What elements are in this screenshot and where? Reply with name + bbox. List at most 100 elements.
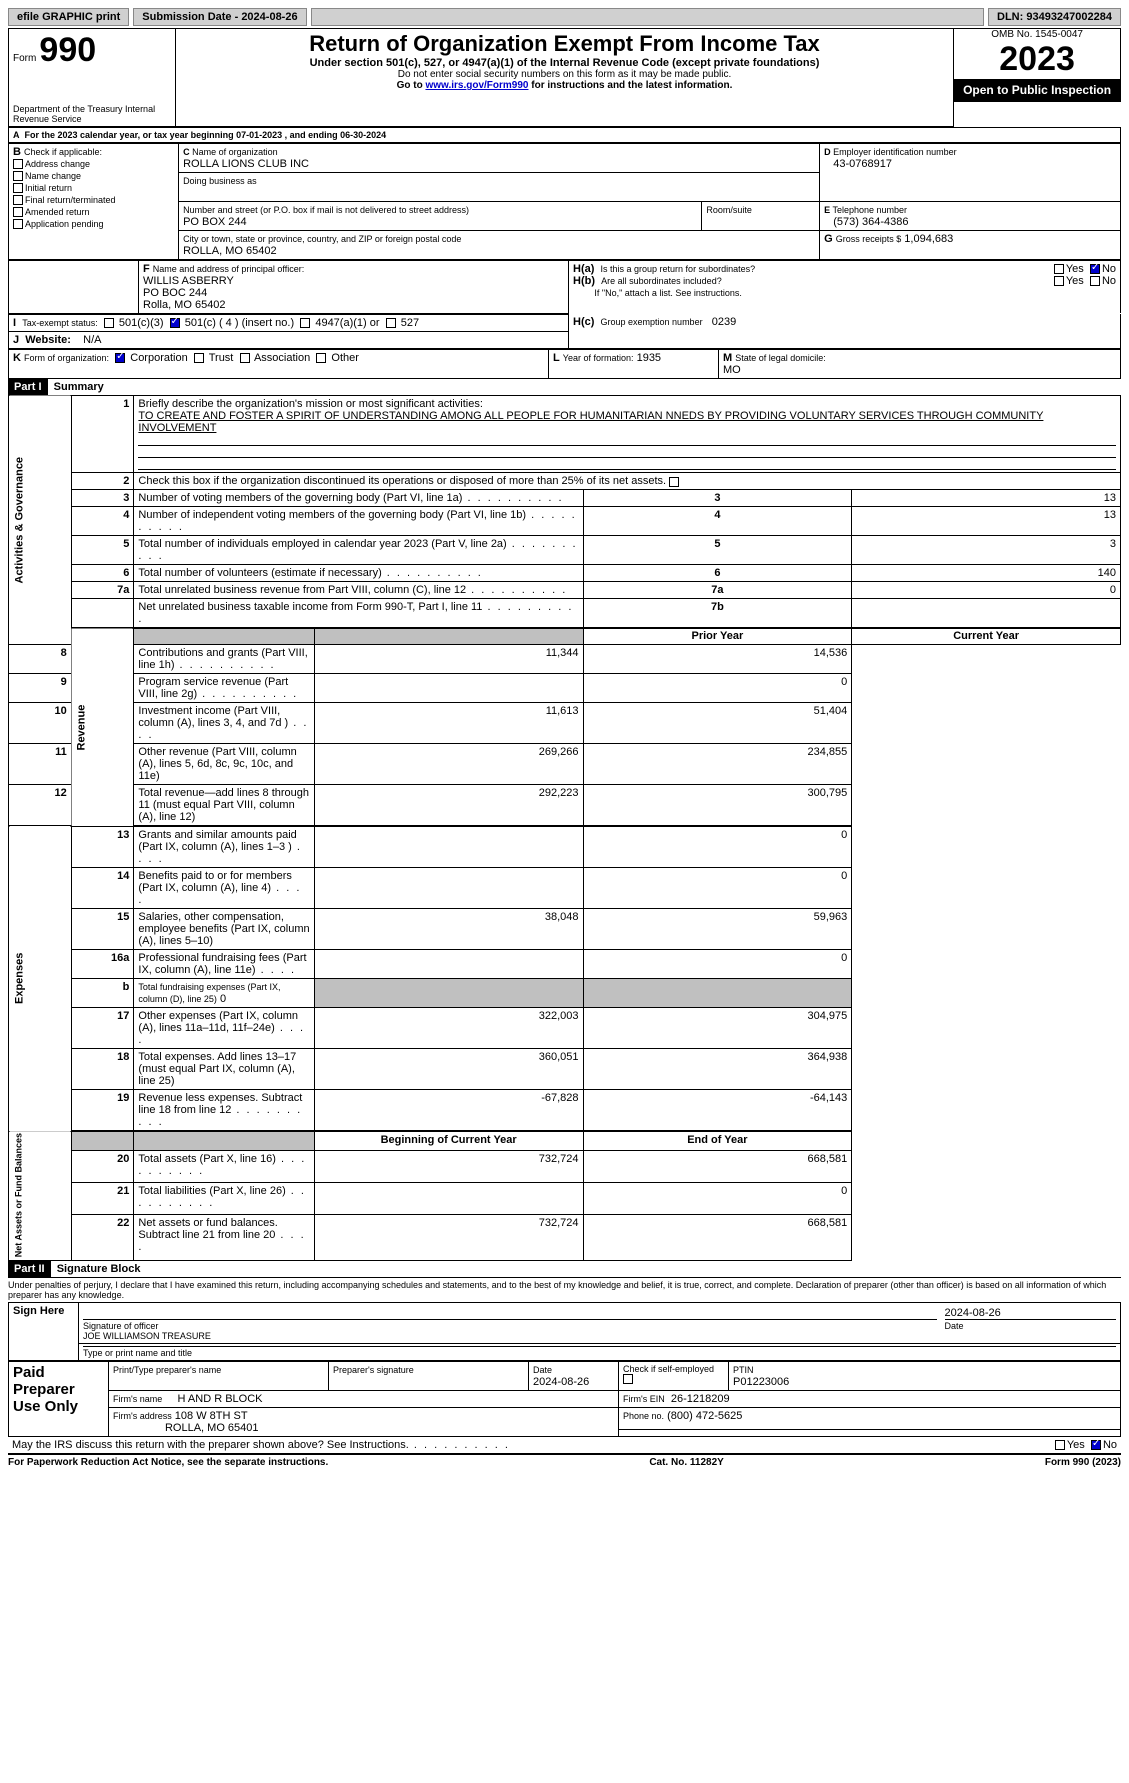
assoc-check[interactable]: [240, 353, 250, 363]
p15: 38,048: [314, 909, 583, 950]
officer-name: WILLIS ASBERRY: [143, 275, 234, 287]
form-note2: Go to www.irs.gov/Form990 for instructio…: [180, 80, 949, 91]
part1-title: Summary: [54, 381, 104, 393]
officer-addr2: Rolla, MO 65402: [143, 299, 226, 311]
tax-year: 2023: [954, 40, 1120, 79]
p22: 732,724: [314, 1215, 583, 1260]
sign-here-label: Sign Here: [9, 1302, 79, 1360]
submission-date: Submission Date - 2024-08-26: [133, 8, 306, 26]
part1-bar: Part I: [8, 379, 48, 395]
year-formation: 1935: [637, 352, 661, 364]
open-to-public: Open to Public Inspection: [954, 79, 1120, 101]
gross-receipts: 1,094,683: [904, 233, 953, 245]
p17: 322,003: [314, 1008, 583, 1049]
c8: 14,536: [583, 645, 852, 674]
irs-link[interactable]: www.irs.gov/Form990: [425, 80, 528, 91]
side-activities: Activities & Governance: [9, 395, 72, 645]
v6: 140: [852, 564, 1121, 581]
v4: 13: [852, 506, 1121, 535]
tax-year-range: For the 2023 calendar year, or tax year …: [25, 130, 387, 140]
discuss-no[interactable]: [1091, 1440, 1101, 1450]
4947-check[interactable]: [300, 318, 310, 328]
initial-return-check[interactable]: [13, 183, 23, 193]
p14: [314, 868, 583, 909]
firm-phone: (800) 472-5625: [667, 1410, 742, 1422]
v7b: [852, 598, 1121, 628]
efile-print-button[interactable]: efile GRAPHIC print: [8, 8, 129, 26]
mission: TO CREATE AND FOSTER A SPIRIT OF UNDERST…: [138, 410, 1043, 434]
part2-bar: Part II: [8, 1261, 51, 1277]
v5: 3: [852, 535, 1121, 564]
501c-check[interactable]: [170, 318, 180, 328]
side-expenses: Expenses: [9, 826, 72, 1131]
p13: [314, 826, 583, 868]
prep-date: 2024-08-26: [533, 1376, 589, 1388]
addr-change-check[interactable]: [13, 159, 23, 169]
c20: 668,581: [583, 1150, 852, 1182]
c12: 300,795: [583, 785, 852, 827]
part1-header: Part I Summary: [8, 379, 1121, 395]
trust-check[interactable]: [194, 353, 204, 363]
p8: 11,344: [314, 645, 583, 674]
org-name: ROLLA LIONS CLUB INC: [183, 158, 309, 170]
p21: [314, 1183, 583, 1215]
beg-year-hdr: Beginning of Current Year: [314, 1131, 583, 1150]
c14: 0: [583, 868, 852, 909]
discontinued-check[interactable]: [669, 477, 679, 487]
form-header: Form 990 Return of Organization Exempt F…: [8, 28, 1121, 127]
amended-check[interactable]: [13, 207, 23, 217]
self-employed-check[interactable]: [623, 1374, 633, 1384]
dln: DLN: 93493247002284: [988, 8, 1121, 26]
corp-check[interactable]: [115, 353, 125, 363]
other-check[interactable]: [316, 353, 326, 363]
firm-addr1: 108 W 8TH ST: [175, 1410, 248, 1422]
p20: 732,724: [314, 1150, 583, 1182]
discuss-yes[interactable]: [1055, 1440, 1065, 1450]
ha-yes[interactable]: [1054, 264, 1064, 274]
section-a: A For the 2023 calendar year, or tax yea…: [8, 127, 1121, 143]
officer-addr1: PO BOC 244: [143, 287, 207, 299]
p16a: [314, 950, 583, 979]
part2-header: Part II Signature Block: [8, 1261, 1121, 1277]
c22: 668,581: [583, 1215, 852, 1260]
527-check[interactable]: [386, 318, 396, 328]
street-address: PO BOX 244: [183, 216, 247, 228]
part2-title: Signature Block: [57, 1263, 141, 1275]
phone: (573) 364-4386: [833, 216, 908, 228]
ptin: P01223006: [733, 1376, 789, 1388]
form-title: Return of Organization Exempt From Incom…: [180, 31, 949, 57]
sections-k-m: K Form of organization: Corporation Trus…: [8, 349, 1121, 379]
v3: 13: [852, 489, 1121, 506]
c21: 0: [583, 1183, 852, 1215]
final-return-check[interactable]: [13, 195, 23, 205]
name-change-check[interactable]: [13, 171, 23, 181]
paid-preparer-block: Paid Preparer Use Only Print/Type prepar…: [8, 1361, 1121, 1437]
sections-b-h: B Check if applicable: Address change Na…: [8, 143, 1121, 260]
section-b: B Check if applicable: Address change Na…: [9, 143, 179, 259]
sections-f-h: F Name and address of principal officer:…: [8, 260, 1121, 314]
form-footer: Form 990 (2023): [1045, 1457, 1121, 1468]
p10: 11,613: [314, 703, 583, 744]
website: N/A: [83, 334, 101, 346]
end-year-hdr: End of Year: [583, 1131, 852, 1150]
omb-number: OMB No. 1545-0047: [954, 29, 1120, 40]
v7a: 0: [852, 581, 1121, 598]
firm-ein: 26-1218209: [671, 1393, 730, 1405]
group-exemption: 0239: [712, 316, 736, 328]
paperwork-notice: For Paperwork Reduction Act Notice, see …: [8, 1457, 328, 1468]
c16a: 0: [583, 950, 852, 979]
side-net-assets: Net Assets or Fund Balances: [9, 1131, 72, 1260]
p11: 269,266: [314, 744, 583, 785]
sig-date: 2024-08-26: [945, 1307, 1001, 1319]
hb-no[interactable]: [1090, 276, 1100, 286]
app-pending-check[interactable]: [13, 219, 23, 229]
ha-no[interactable]: [1090, 264, 1100, 274]
paid-preparer-label: Paid Preparer Use Only: [9, 1361, 109, 1436]
discuss-row: May the IRS discuss this return with the…: [8, 1437, 1121, 1455]
firm-name: H AND R BLOCK: [178, 1393, 263, 1405]
c18: 364,938: [583, 1049, 852, 1090]
501c3-check[interactable]: [104, 318, 114, 328]
signature-block: Sign Here Signature of officerJOE WILLIA…: [8, 1302, 1121, 1361]
hb-yes[interactable]: [1054, 276, 1064, 286]
dept-treasury: Department of the Treasury Internal Reve…: [9, 102, 176, 127]
